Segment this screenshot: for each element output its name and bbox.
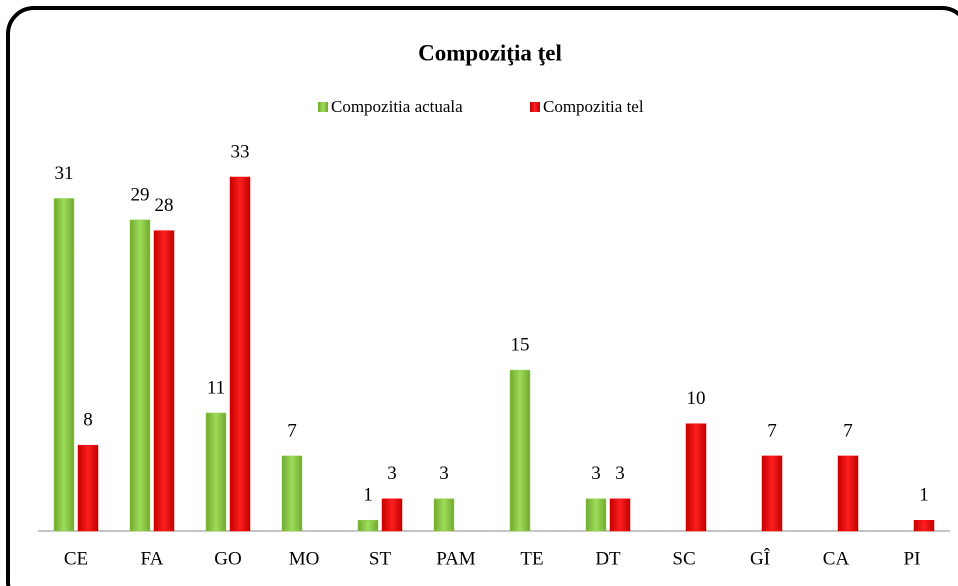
bar (229, 176, 251, 532)
bar (433, 498, 455, 532)
value-label: 33 (231, 141, 250, 162)
value-label: 7 (767, 420, 777, 441)
chart-border (6, 6, 958, 586)
x-tick-label: MO (289, 548, 320, 569)
legend-label: Compozitia actuala (331, 97, 463, 116)
value-label: 3 (439, 463, 449, 484)
x-tick-label: DT (595, 548, 621, 569)
x-tick-label: ST (369, 548, 392, 569)
bar (585, 498, 607, 532)
value-label: 1 (363, 485, 373, 506)
value-label: 11 (207, 377, 225, 398)
value-label: 29 (131, 184, 150, 205)
bar (77, 444, 99, 532)
bar (837, 455, 859, 532)
bar (761, 455, 783, 532)
value-label: 7 (287, 420, 297, 441)
value-label: 1 (919, 485, 929, 506)
x-tick-label: TE (520, 548, 543, 569)
x-tick-label: GO (214, 548, 241, 569)
x-tick-label: PI (904, 548, 921, 569)
value-label: 10 (687, 388, 706, 409)
value-label: 15 (511, 334, 530, 355)
bar (205, 412, 227, 532)
value-label: 7 (843, 420, 853, 441)
value-label: 3 (591, 463, 601, 484)
bar (153, 230, 175, 532)
x-tick-label: SC (672, 548, 695, 569)
x-tick-label: FA (141, 548, 164, 569)
value-label: 3 (615, 463, 625, 484)
bar (129, 219, 151, 532)
bar (609, 498, 631, 532)
bar (913, 520, 935, 532)
bar (357, 520, 379, 532)
chart-title: Compoziţia ţel (418, 40, 562, 65)
value-label: 31 (55, 163, 74, 184)
bar (509, 369, 531, 532)
x-tick-label: CA (823, 548, 850, 569)
value-label: 8 (83, 410, 93, 431)
legend-swatch (318, 102, 328, 112)
x-tick-label: PAM (436, 548, 476, 569)
bar (685, 423, 707, 532)
value-label: 3 (387, 463, 397, 484)
value-label: 28 (155, 195, 174, 216)
bar (381, 498, 403, 532)
bar (281, 455, 303, 532)
x-tick-label: GÎ (750, 547, 771, 569)
x-tick-label: CE (64, 548, 88, 569)
bar (53, 198, 75, 532)
legend-label: Compozitia tel (543, 97, 644, 116)
legend-swatch (530, 102, 540, 112)
